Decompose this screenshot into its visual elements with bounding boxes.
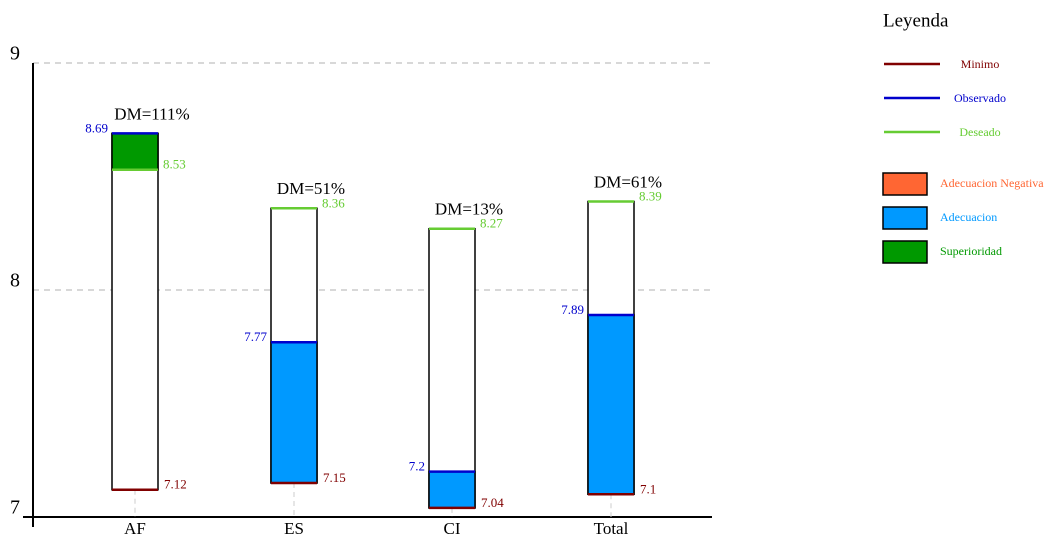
minimum-label: 7.12 bbox=[164, 477, 187, 492]
observed-label: 7.77 bbox=[244, 329, 267, 344]
adequacy-fill bbox=[587, 314, 635, 496]
observed-label: 7.2 bbox=[409, 459, 425, 474]
legend-label: Superioridad bbox=[940, 244, 1002, 258]
minimum-label: 7.04 bbox=[481, 495, 504, 510]
x-tick-label: ES bbox=[284, 519, 304, 538]
minimum-label: 7.15 bbox=[323, 470, 346, 485]
dm-annotation: DM=111% bbox=[114, 104, 189, 123]
observed-label: 8.69 bbox=[85, 120, 108, 135]
dm-annotation: DM=51% bbox=[277, 179, 345, 198]
superiority-fill bbox=[111, 132, 159, 171]
legend-label: Observado bbox=[954, 91, 1006, 105]
dm-annotation: DM=61% bbox=[594, 172, 662, 191]
legend-swatch bbox=[882, 206, 928, 230]
desired-label: 8.27 bbox=[480, 216, 503, 231]
x-tick-label: Total bbox=[594, 519, 629, 538]
desired-label: 8.36 bbox=[322, 195, 345, 210]
legend-swatch bbox=[882, 240, 928, 264]
legend-label: Minimo bbox=[961, 57, 1000, 71]
desired-label: 8.39 bbox=[639, 188, 662, 203]
range-box bbox=[111, 132, 159, 491]
adequacy-fill bbox=[270, 341, 318, 484]
observed-label: 7.89 bbox=[561, 302, 584, 317]
x-tick-label: AF bbox=[124, 519, 146, 538]
legend-label: Adecuacion Negativa bbox=[940, 176, 1044, 190]
legend-title: Leyenda bbox=[883, 10, 949, 31]
adequacy-fill bbox=[428, 470, 476, 509]
legend-swatch bbox=[882, 172, 928, 196]
desired-label: 8.53 bbox=[163, 157, 186, 172]
legend-label: Adecuacion bbox=[940, 210, 997, 224]
y-tick-label: 8 bbox=[10, 270, 20, 292]
y-tick-label: 7 bbox=[10, 497, 20, 519]
legend-label: Deseado bbox=[959, 125, 1000, 139]
x-tick-label: CI bbox=[444, 519, 461, 538]
minimum-label: 7.1 bbox=[640, 481, 656, 496]
dm-annotation: DM=13% bbox=[435, 200, 503, 219]
y-tick-label: 9 bbox=[10, 43, 20, 65]
range-box bbox=[428, 227, 476, 509]
